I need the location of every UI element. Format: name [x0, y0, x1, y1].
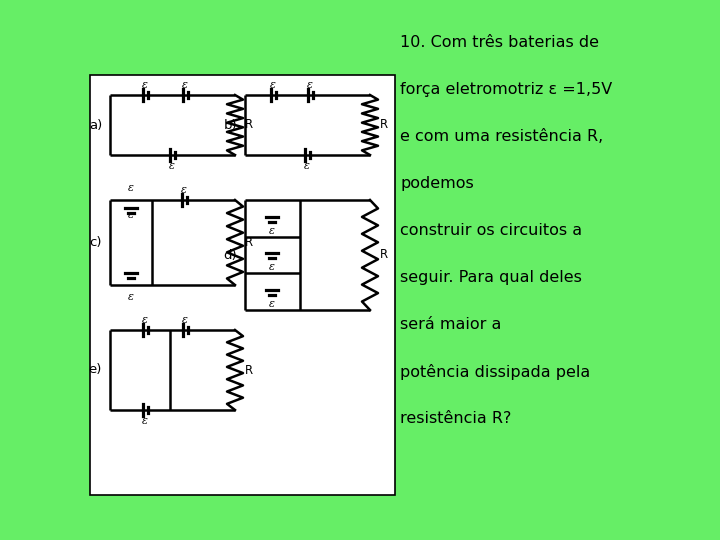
Text: R: R — [380, 248, 388, 261]
Text: ε: ε — [304, 161, 310, 171]
Text: ε: ε — [142, 315, 148, 325]
Text: ε: ε — [181, 185, 187, 195]
Text: construir os circuitos a: construir os circuitos a — [400, 223, 582, 238]
Text: b): b) — [223, 118, 237, 132]
Text: d): d) — [223, 248, 237, 261]
Text: ε: ε — [182, 80, 188, 90]
Text: R: R — [245, 236, 253, 249]
Text: 10. Com três baterias de: 10. Com três baterias de — [400, 35, 599, 50]
Text: R: R — [245, 118, 253, 132]
Text: podemos: podemos — [400, 176, 474, 191]
Text: potência dissipada pela: potência dissipada pela — [400, 364, 590, 380]
Bar — [90, 75, 395, 495]
Text: ε: ε — [128, 292, 134, 302]
Text: ε: ε — [269, 299, 275, 309]
Text: ε: ε — [142, 80, 148, 90]
Text: ε: ε — [182, 315, 188, 325]
Text: ε: ε — [142, 416, 148, 426]
Text: a): a) — [89, 118, 102, 132]
Text: ε: ε — [307, 80, 313, 90]
Text: será maior a: será maior a — [400, 317, 501, 332]
Text: e com uma resistência R,: e com uma resistência R, — [400, 129, 603, 144]
Text: ε: ε — [269, 226, 275, 236]
Text: resistência R?: resistência R? — [400, 411, 511, 426]
Text: R: R — [380, 118, 388, 132]
Text: c): c) — [89, 236, 102, 249]
Text: ε: ε — [169, 161, 175, 171]
Text: ε: ε — [269, 262, 275, 272]
Text: seguir. Para qual deles: seguir. Para qual deles — [400, 270, 582, 285]
Text: ε: ε — [128, 210, 134, 220]
Text: força eletromotriz ε =1,5V: força eletromotriz ε =1,5V — [400, 82, 612, 97]
Text: R: R — [245, 363, 253, 376]
Text: ε: ε — [128, 183, 134, 193]
Text: e): e) — [89, 363, 102, 376]
Text: ε: ε — [270, 80, 276, 90]
